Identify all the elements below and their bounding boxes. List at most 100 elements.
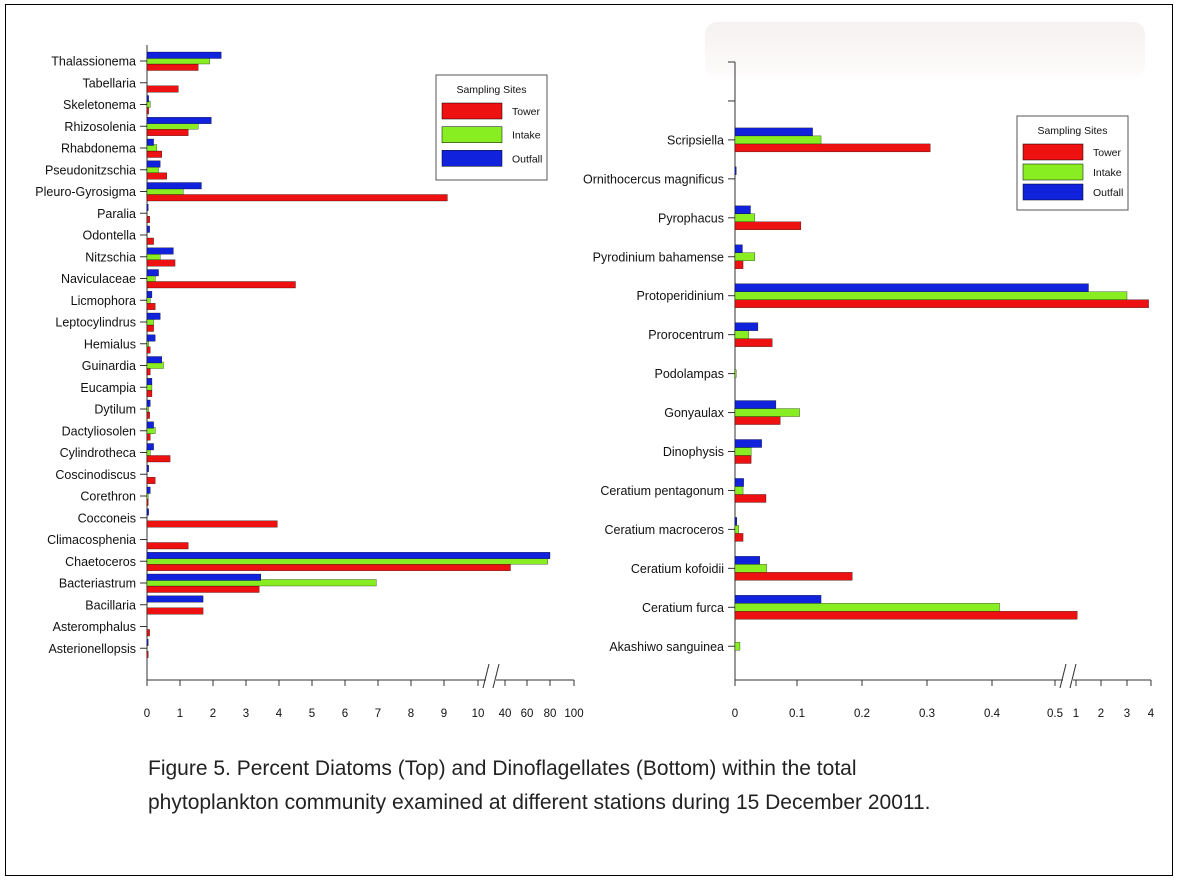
diatom-bar-outfall-cylindrotheca (146, 443, 154, 451)
dino-bar-outfall-ceratium-kofoidii (734, 556, 760, 565)
dino-bar-outfall-ceratium-pentagonum (734, 478, 744, 487)
dino-x-tick-label: 4 (1148, 708, 1155, 720)
diatom-bar-outfall-paralia (146, 204, 149, 211)
dino-bar-outfall-scripsiella (734, 127, 813, 137)
dino-legend-title: Sampling Sites (1037, 125, 1107, 137)
dino-bar-tower-gonyaulax (734, 416, 781, 425)
diatom-bar-outfall-hemialus (146, 334, 156, 342)
scan-glare (705, 22, 1145, 77)
dino-x-tick-label: 0.2 (854, 708, 870, 720)
dino-bar-intake-gonyaulax (734, 408, 800, 417)
diatom-category-label-pleuro-gyrosigma: Pleuro-Gyrosigma (35, 185, 136, 199)
diatom-x-tick-label: 0 (144, 708, 150, 720)
diatom-x-tick-label: 10 (472, 708, 485, 720)
figure-frame (5, 4, 1173, 876)
diatom-category-label-thalassionema: Thalassionema (51, 55, 136, 69)
diatom-category-label-paralia: Paralia (97, 207, 136, 221)
diatom-legend-swatch-tower (441, 102, 503, 120)
diatom-bar-tower-odontella (146, 237, 154, 245)
diatom-bar-outfall-corethron (146, 486, 151, 494)
diatom-x-tick-label: 4 (276, 708, 283, 720)
diatom-bar-outfall-cocconeis (146, 508, 149, 516)
diatom-category-label-dactyliosolen: Dactyliosolen (62, 424, 136, 438)
diatom-bar-tower-coscinodiscus (146, 477, 156, 484)
dino-category-label-ceratium-kofoidii: Ceratium kofoidii (631, 562, 724, 576)
diatom-category-label-skeletonema: Skeletonema (63, 98, 136, 112)
diatom-category-label-leptocylindrus: Leptocylindrus (55, 316, 136, 330)
diatom-legend-title: Sampling Sites (456, 84, 526, 96)
dino-x-tick-label: 0.5 (1047, 708, 1063, 720)
diatom-category-label-nitzschia: Nitzschia (85, 250, 136, 264)
dino-x-tick-label: 0.1 (789, 708, 805, 720)
diatom-bar-tower-pleuro-gyrosigma (146, 194, 448, 202)
diatom-x-tick-label: 60 (521, 708, 534, 720)
diatom-bar-outfall-rhizosolenia (146, 117, 212, 124)
dino-bar-outfall-ceratium-furca (734, 595, 822, 604)
diatom-bar-tower-bacillaria (146, 607, 204, 615)
dino-category-label-gonyaulax: Gonyaulax (664, 406, 725, 420)
dino-category-label-pyrodinium-bahamense: Pyrodinium bahamense (593, 250, 724, 264)
dino-bar-intake-pyrodinium-bahamense (734, 252, 755, 261)
figure-caption: Figure 5. Percent Diatoms (Top) and Dino… (148, 752, 1148, 820)
diatom-bar-tower-asteromphalus (146, 629, 150, 637)
dino-legend-swatch-tower (1022, 143, 1084, 161)
diatom-category-label-naviculaceae: Naviculaceae (61, 272, 136, 286)
diatom-bar-outfall-nitzschia (146, 247, 174, 255)
diatom-category-label-odontella: Odontella (82, 229, 136, 243)
diatom-legend-swatch-intake (441, 126, 503, 143)
diatom-bar-outfall-odontella (146, 225, 150, 233)
dino-bar-outfall-ceratium-macroceros (734, 517, 738, 526)
diatom-bar-outfall-thalassionema (146, 51, 222, 59)
dino-bar-outfall-pyrophacus (734, 205, 751, 214)
diatom-axis-break-mark (492, 663, 500, 689)
dino-bar-intake-ceratium-pentagonum (734, 486, 744, 495)
diatom-category-label-corethron: Corethron (80, 490, 136, 504)
dino-bar-intake-podolampas (734, 369, 737, 378)
diatom-x-tick-label: 5 (309, 708, 315, 720)
dino-bar-intake-protoperidinium (734, 291, 1128, 300)
diatom-bar-outfall-dytilum (146, 399, 151, 407)
dino-x-tick-label: 1 (1073, 708, 1079, 720)
diatom-category-label-tabellaria: Tabellaria (82, 76, 136, 90)
dino-bar-intake-akashiwo-sanguinea (734, 642, 741, 651)
dino-x-tick-label: 0.3 (919, 708, 935, 720)
diatom-legend-label-intake: Intake (512, 130, 541, 142)
diatom-category-label-chaetoceros: Chaetoceros (65, 555, 136, 569)
diatom-category-label-rhabdonema: Rhabdonema (61, 142, 136, 156)
diatom-category-label-cocconeis: Cocconeis (78, 511, 136, 525)
diatom-bar-outfall-rhabdonema (146, 138, 154, 146)
dino-bar-tower-protoperidinium (734, 299, 1149, 308)
diatom-bar-outfall-chaetoceros (146, 552, 551, 559)
dino-category-label-akashiwo-sanguinea: Akashiwo sanguinea (609, 640, 724, 654)
diatom-bar-outfall-bacteriastrum (146, 573, 261, 581)
dino-bar-outfall-pyrodinium-bahamense (734, 244, 743, 253)
diatom-category-label-cylindrotheca: Cylindrotheca (60, 446, 136, 460)
diatom-x-tick-label: 1 (177, 708, 183, 720)
diatom-category-label-licmophora: Licmophora (71, 294, 136, 308)
diatom-bar-intake-bacteriastrum (146, 579, 377, 587)
diatom-x-tick-label: 40 (499, 708, 512, 720)
dino-legend-label-intake: Intake (1093, 167, 1122, 179)
dino-bar-tower-ceratium-kofoidii (734, 572, 853, 581)
diatom-bar-tower-paralia (146, 216, 150, 223)
diatom-bar-tower-tabellaria (146, 85, 179, 93)
dino-bar-intake-scripsiella (734, 135, 822, 145)
diatom-category-label-hemialus: Hemialus (84, 337, 136, 351)
dino-legend-label-tower: Tower (1093, 147, 1122, 159)
diatom-axis-break-mark (482, 663, 490, 689)
diatom-bar-outfall-coscinodiscus (146, 465, 149, 472)
diatom-bar-tower-naviculaceae (146, 281, 296, 289)
diatom-bar-outfall-skeletonema (146, 95, 149, 103)
dino-bar-intake-ceratium-kofoidii (734, 564, 767, 573)
dino-bar-tower-ceratium-pentagonum (734, 494, 767, 503)
diatom-bar-outfall-pseudonitzschia (146, 160, 161, 168)
diatom-x-tick-label: 7 (375, 708, 381, 720)
diatom-legend-label-tower: Tower (512, 106, 541, 118)
diatom-category-label-eucampia: Eucampia (80, 381, 136, 395)
diatom-bar-tower-asterionellopsis (146, 651, 149, 658)
diatom-bar-tower-nitzschia (146, 259, 176, 267)
dino-category-label-dinophysis: Dinophysis (663, 445, 724, 459)
dino-bar-tower-prorocentrum (734, 338, 773, 347)
diatom-category-label-bacillaria: Bacillaria (85, 598, 136, 612)
diatom-bar-outfall-dactyliosolen (146, 421, 154, 429)
